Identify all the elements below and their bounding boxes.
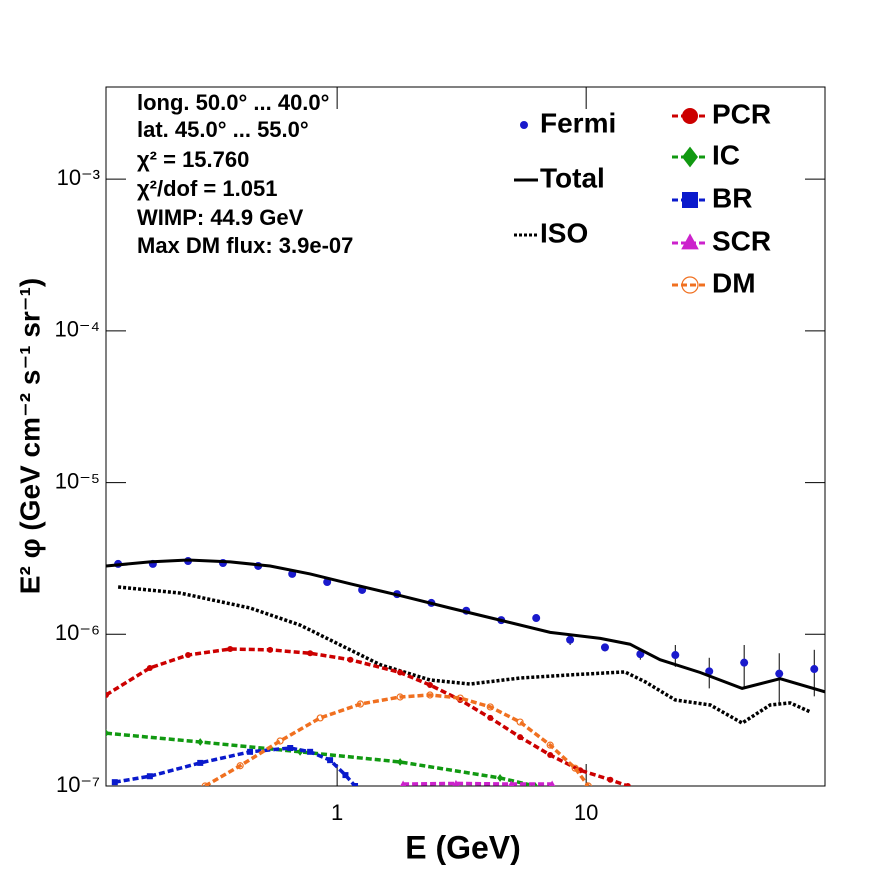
marker	[681, 233, 699, 250]
marker	[571, 764, 579, 772]
marker	[508, 780, 515, 786]
x-axis-label: E (GeV)	[405, 829, 521, 865]
series-line	[204, 693, 590, 786]
x-tick-label: 1	[331, 800, 343, 825]
legend-label: BR	[712, 182, 752, 213]
y-tick-label: 10⁻⁷	[56, 772, 100, 797]
series-line	[117, 585, 811, 726]
marker	[517, 734, 524, 741]
legend-label: PCR	[712, 98, 771, 129]
legend-label: Fermi	[540, 107, 616, 138]
series	[117, 585, 811, 726]
legend-label: SCR	[712, 225, 771, 256]
marker	[682, 108, 698, 124]
marker	[452, 779, 460, 786]
marker	[227, 645, 234, 652]
marker	[681, 276, 699, 294]
series	[111, 745, 359, 786]
marker	[146, 773, 153, 780]
marker	[247, 748, 254, 755]
marker	[307, 748, 314, 755]
marker	[456, 694, 464, 702]
marker	[106, 729, 109, 738]
marker	[197, 759, 204, 766]
legend-label: DM	[712, 267, 756, 298]
marker	[397, 758, 404, 766]
marker	[671, 651, 680, 660]
marker	[547, 752, 554, 759]
marker	[400, 780, 407, 786]
marker	[520, 121, 528, 129]
series-line	[106, 558, 825, 694]
marker	[316, 714, 324, 722]
legend-label: ISO	[540, 217, 588, 248]
annotation: long. 50.0° ... 40.0°	[137, 90, 329, 115]
annotation: WIMP: 44.9 GeV	[137, 205, 304, 230]
annotation: Max DM flux: 3.9e-07	[137, 233, 353, 258]
marker	[236, 762, 244, 770]
legend-label: Total	[540, 162, 605, 193]
marker	[307, 650, 314, 657]
y-tick-label: 10⁻⁴	[54, 317, 100, 342]
marker	[201, 782, 209, 786]
y-axis-label: E² φ (GeV cm⁻² s⁻¹ sr⁻¹)	[14, 278, 45, 594]
series	[106, 558, 825, 694]
series-line	[106, 647, 629, 786]
marker	[267, 646, 274, 653]
marker	[342, 772, 349, 779]
marker	[497, 774, 504, 782]
series-line	[114, 746, 357, 786]
y-tick-label: 10⁻³	[57, 165, 100, 190]
marker	[111, 779, 118, 786]
marker	[356, 700, 364, 708]
marker	[487, 714, 494, 721]
plot-frame	[105, 86, 826, 787]
marker	[276, 737, 284, 745]
marker	[600, 643, 609, 652]
marker	[532, 614, 541, 623]
marker	[486, 703, 494, 711]
x-tick-label: 10	[574, 800, 598, 825]
marker	[347, 656, 354, 663]
marker	[549, 780, 556, 786]
marker	[705, 667, 714, 676]
marker	[740, 658, 749, 667]
legend-label: IC	[712, 139, 740, 170]
marker	[607, 776, 614, 783]
marker	[287, 745, 294, 752]
annotation: lat. 45.0° ... 55.0°	[137, 117, 309, 142]
series-line	[403, 781, 553, 786]
marker	[397, 669, 404, 676]
marker	[426, 691, 434, 699]
series	[106, 645, 631, 786]
marker	[146, 664, 153, 671]
marker	[396, 693, 404, 701]
marker	[566, 635, 575, 644]
marker	[185, 652, 192, 659]
marker	[584, 782, 592, 786]
marker	[810, 665, 819, 674]
marker	[682, 146, 698, 168]
marker	[775, 669, 784, 678]
y-tick-label: 10⁻⁵	[55, 468, 100, 493]
marker	[427, 682, 434, 689]
marker	[682, 192, 698, 208]
series-line	[106, 731, 536, 786]
marker	[516, 718, 524, 726]
series	[400, 779, 556, 786]
marker	[197, 738, 204, 746]
marker	[352, 783, 359, 786]
marker	[327, 757, 334, 764]
marker	[624, 783, 631, 786]
series	[201, 691, 592, 786]
y-tick-label: 10⁻⁶	[55, 620, 100, 645]
marker	[106, 691, 109, 698]
annotation: χ²/dof = 1.051	[137, 176, 277, 201]
marker	[546, 741, 554, 749]
annotation: χ² = 15.760	[137, 147, 249, 172]
